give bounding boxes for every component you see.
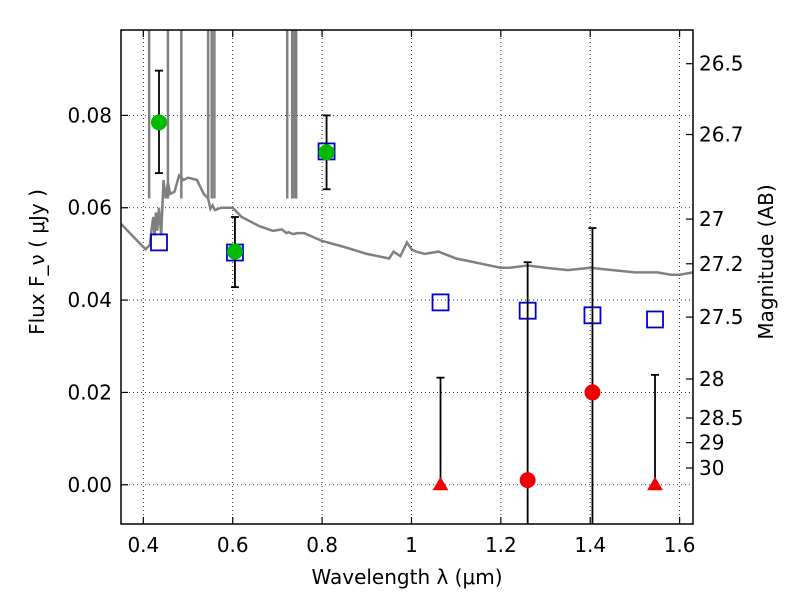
nondetection-point [584,384,601,401]
x-tick-label: 1.6 [664,533,696,557]
mag-tick-label: 27.5 [699,305,744,329]
upper-limit-triangle [647,476,663,491]
mag-tick-label: 27 [699,207,724,231]
nondetection-point [519,472,536,489]
x-tick-label: 1.4 [574,533,606,557]
plot-frame [120,29,694,525]
mag-tick-label: 30 [699,456,724,480]
y-tick-label: 0.00 [67,473,112,497]
mag-tick-label: 29 [699,431,724,455]
x-tick-label: 0.4 [127,533,159,557]
y-tick-label: 0.08 [67,103,112,127]
model-spectrum-line [121,172,693,276]
detection-point [150,114,167,131]
mag-tick-label: 28.5 [699,406,744,430]
x-tick-label: 1.2 [485,533,517,557]
grid-layer [121,30,693,524]
model-flux-square-marker [150,233,168,252]
detection-point [318,144,335,161]
y-tick-label: 0.06 [67,196,112,220]
upper-limit-triangle [432,476,449,491]
model-flux-square-marker [431,293,450,312]
x-tick-label: 0.8 [306,533,338,557]
y-axis-title: Flux F_ν ( μJy ) [25,189,49,335]
y-tick-label: 0.02 [67,380,112,404]
tick-layer: 0.4 0.6 0.8 1 1.2 1.4 1.6 0.00 0.02 0.04 0.06 0.08 2… [67,30,744,557]
x-tick-label: 1 [405,533,418,557]
y-tick-label: 0.04 [67,288,112,312]
detection-point [226,243,243,260]
data-layer [121,30,693,524]
mag-tick-label: 26.5 [699,52,744,76]
mag-tick-label: 27.2 [699,252,744,276]
x-axis-title: Wavelength λ (μm) [311,565,502,589]
mag-tick-label: 28 [699,367,724,391]
mag-tick-label: 26.7 [699,123,744,147]
model-flux-square-marker [646,310,664,329]
y-right-axis-title: Magnitude (AB) [754,184,778,339]
x-tick-label: 0.6 [217,533,249,557]
